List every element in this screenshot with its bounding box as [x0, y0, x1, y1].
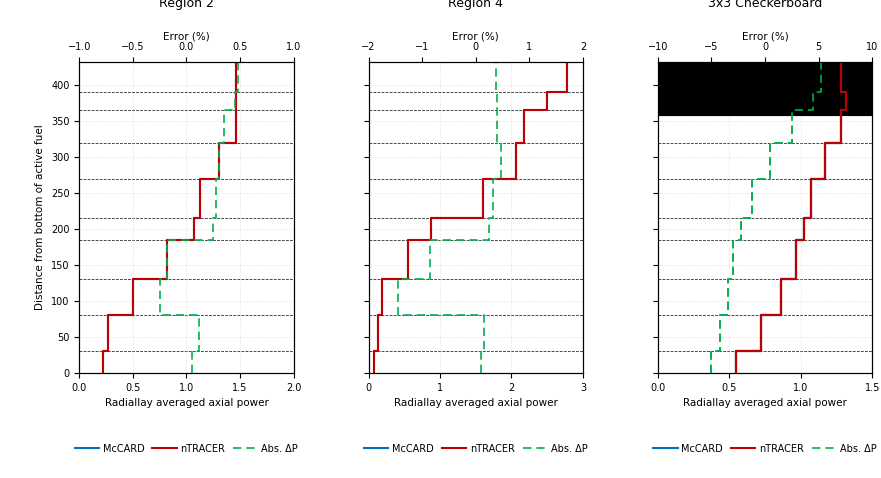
X-axis label: Radiallay averaged axial power: Radiallay averaged axial power — [105, 398, 269, 408]
Title: Region 2: Region 2 — [159, 0, 214, 10]
X-axis label: Error (%): Error (%) — [742, 32, 788, 42]
Legend: McCARD, nTRACER, Abs. ΔP: McCARD, nTRACER, Abs. ΔP — [649, 440, 881, 457]
Title: Region 4: Region 4 — [448, 0, 503, 10]
Legend: McCARD, nTRACER, Abs. ΔP: McCARD, nTRACER, Abs. ΔP — [360, 440, 591, 457]
X-axis label: Error (%): Error (%) — [452, 32, 500, 42]
X-axis label: Radiallay averaged axial power: Radiallay averaged axial power — [394, 398, 558, 408]
X-axis label: Error (%): Error (%) — [163, 32, 210, 42]
X-axis label: Radiallay averaged axial power: Radiallay averaged axial power — [683, 398, 847, 408]
Title: 3x3 Checkerboard: 3x3 Checkerboard — [708, 0, 822, 10]
Legend: McCARD, nTRACER, Abs. ΔP: McCARD, nTRACER, Abs. ΔP — [70, 440, 302, 457]
Y-axis label: Distance from bottom of active fuel: Distance from bottom of active fuel — [35, 125, 46, 310]
Bar — [658, 62, 872, 114]
